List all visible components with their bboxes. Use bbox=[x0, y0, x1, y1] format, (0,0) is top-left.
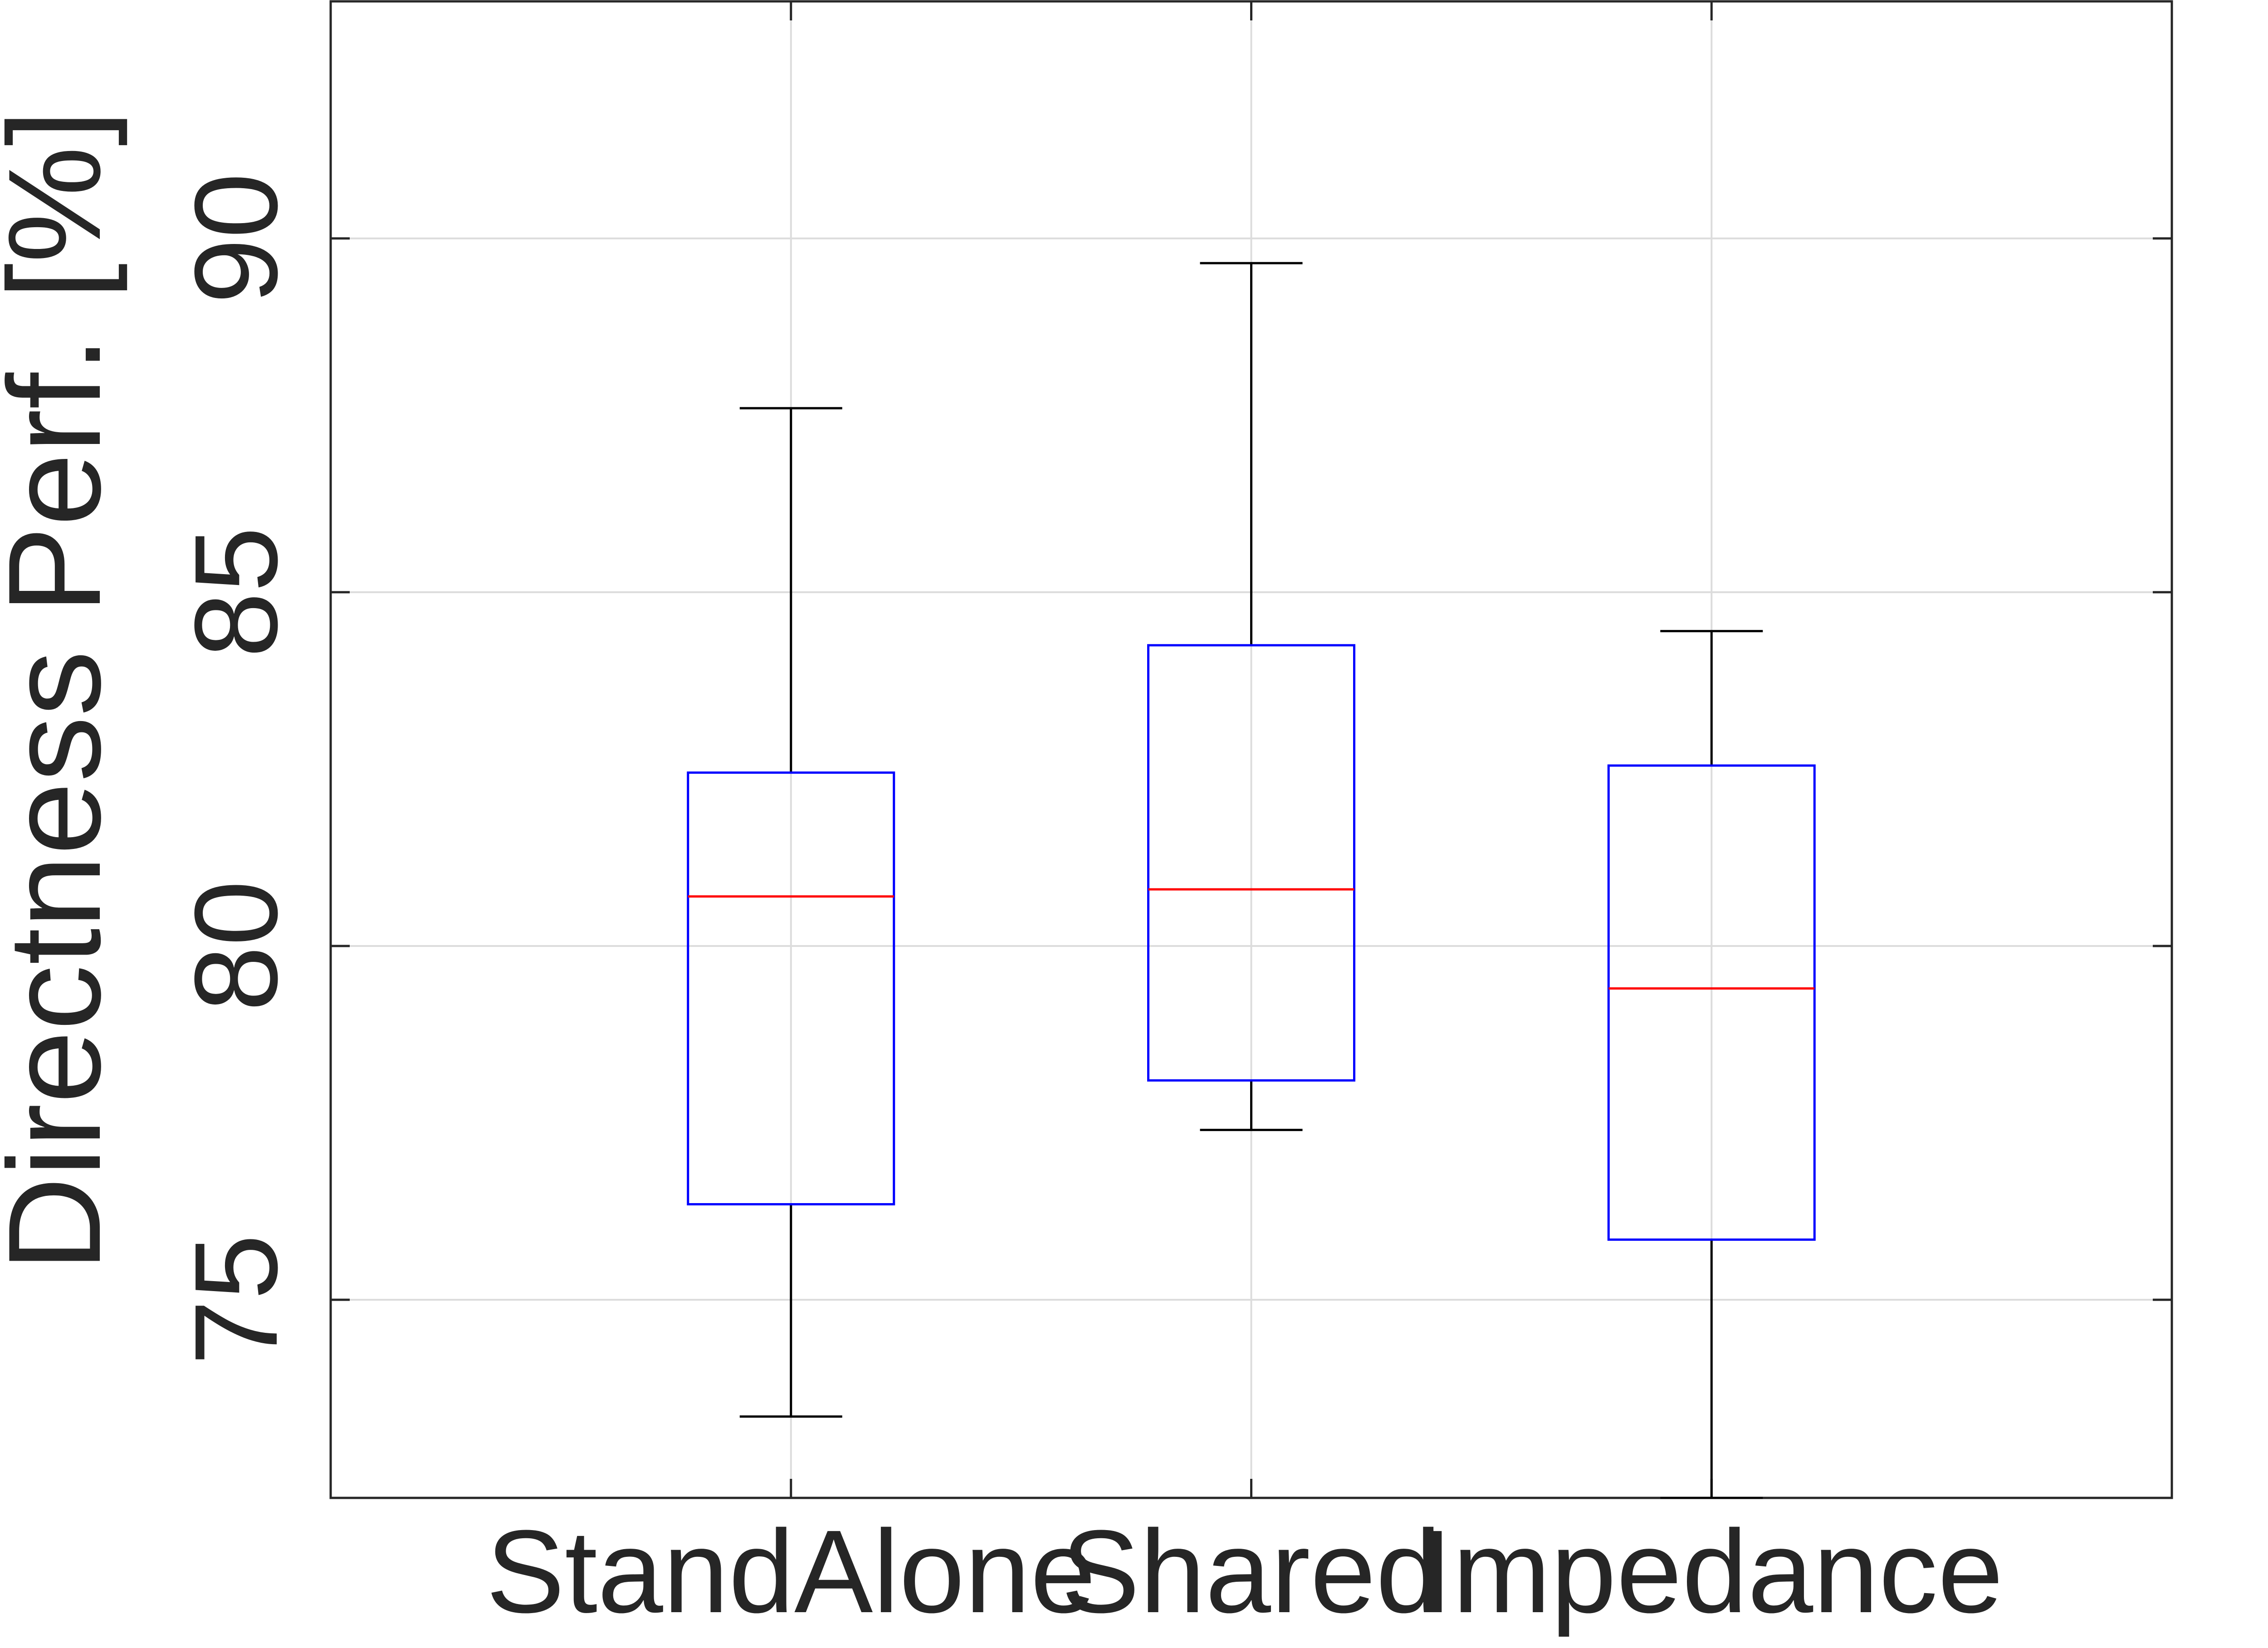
box-series bbox=[687, 262, 1816, 1499]
y-axis-label: Directness Perf. [%] bbox=[0, 110, 128, 1272]
box-impedance bbox=[1607, 630, 1816, 1499]
grid-lines bbox=[331, 1, 2172, 1498]
x-tick-label: Impedance bbox=[1420, 1506, 2003, 1638]
y-tick-label: 80 bbox=[171, 880, 302, 1011]
box-shared bbox=[1147, 262, 1355, 1131]
x-tick-label: StandAlone bbox=[486, 1506, 1096, 1638]
interquartile-box bbox=[1607, 764, 1816, 1241]
interquartile-box bbox=[687, 771, 895, 1205]
y-tick-label: 85 bbox=[171, 527, 302, 658]
axis-ticks bbox=[331, 1, 2172, 1498]
y-tick-label: 75 bbox=[171, 1234, 302, 1365]
interquartile-box bbox=[1147, 644, 1355, 1082]
x-tick-label: Shared bbox=[1061, 1506, 1441, 1638]
box-standalone bbox=[687, 407, 895, 1418]
y-tick-label: 90 bbox=[171, 173, 302, 304]
